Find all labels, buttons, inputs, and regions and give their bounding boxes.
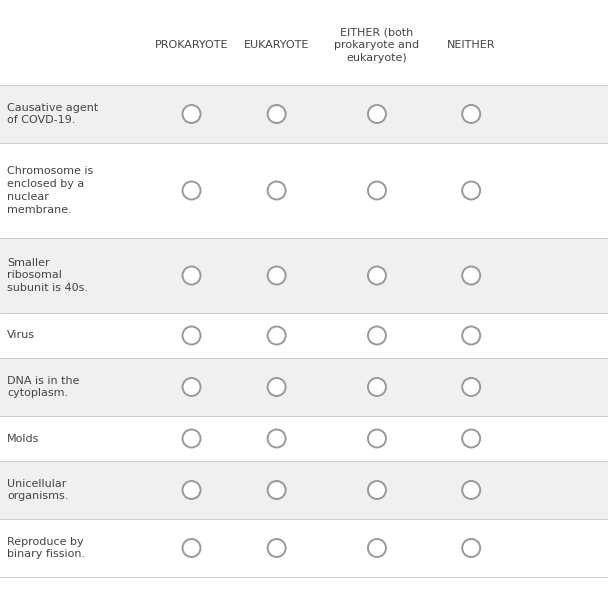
Circle shape (462, 539, 480, 557)
Circle shape (268, 105, 286, 123)
Circle shape (182, 539, 201, 557)
Bar (0, 313, 608, 358)
Circle shape (182, 481, 201, 499)
Circle shape (368, 181, 386, 200)
Circle shape (268, 378, 286, 396)
Circle shape (268, 429, 286, 448)
Text: NEITHER: NEITHER (447, 40, 496, 50)
Bar (0, 5, 608, 85)
Circle shape (462, 481, 480, 499)
Circle shape (182, 378, 201, 396)
Circle shape (182, 105, 201, 123)
Circle shape (268, 181, 286, 200)
Text: Molds: Molds (7, 434, 40, 443)
Circle shape (268, 539, 286, 557)
Bar (0, 416, 608, 461)
Circle shape (182, 326, 201, 345)
Circle shape (182, 267, 201, 284)
Circle shape (462, 378, 480, 396)
Circle shape (462, 181, 480, 200)
Circle shape (368, 481, 386, 499)
Bar (0, 143, 608, 238)
Text: Virus: Virus (7, 331, 35, 340)
Circle shape (182, 181, 201, 200)
Circle shape (368, 267, 386, 284)
Circle shape (368, 326, 386, 345)
Text: EUKARYOTE: EUKARYOTE (244, 40, 309, 50)
Circle shape (368, 429, 386, 448)
Text: Reproduce by
binary fission.: Reproduce by binary fission. (7, 537, 85, 560)
Circle shape (462, 105, 480, 123)
Circle shape (268, 326, 286, 345)
Text: Causative agent
of COVD-19.: Causative agent of COVD-19. (7, 102, 98, 125)
Circle shape (368, 539, 386, 557)
Bar (0, 519, 608, 577)
Circle shape (368, 105, 386, 123)
Circle shape (368, 378, 386, 396)
Bar (0, 238, 608, 313)
Circle shape (268, 481, 286, 499)
Text: PROKARYOTE: PROKARYOTE (155, 40, 228, 50)
Circle shape (268, 267, 286, 284)
Bar (0, 358, 608, 416)
Bar (0, 461, 608, 519)
Text: DNA is in the
cytoplasm.: DNA is in the cytoplasm. (7, 376, 80, 398)
Bar (0, 85, 608, 143)
Circle shape (462, 267, 480, 284)
Circle shape (182, 429, 201, 448)
Text: EITHER (both
prokaryote and
eukaryote): EITHER (both prokaryote and eukaryote) (334, 27, 420, 63)
Text: Smaller
ribosomal
subunit is 40s.: Smaller ribosomal subunit is 40s. (7, 258, 88, 294)
Text: Chromosome is
enclosed by a
nuclear
membrane.: Chromosome is enclosed by a nuclear memb… (7, 166, 94, 215)
Circle shape (462, 429, 480, 448)
Circle shape (462, 326, 480, 345)
Text: Unicellular
organisms.: Unicellular organisms. (7, 479, 69, 501)
